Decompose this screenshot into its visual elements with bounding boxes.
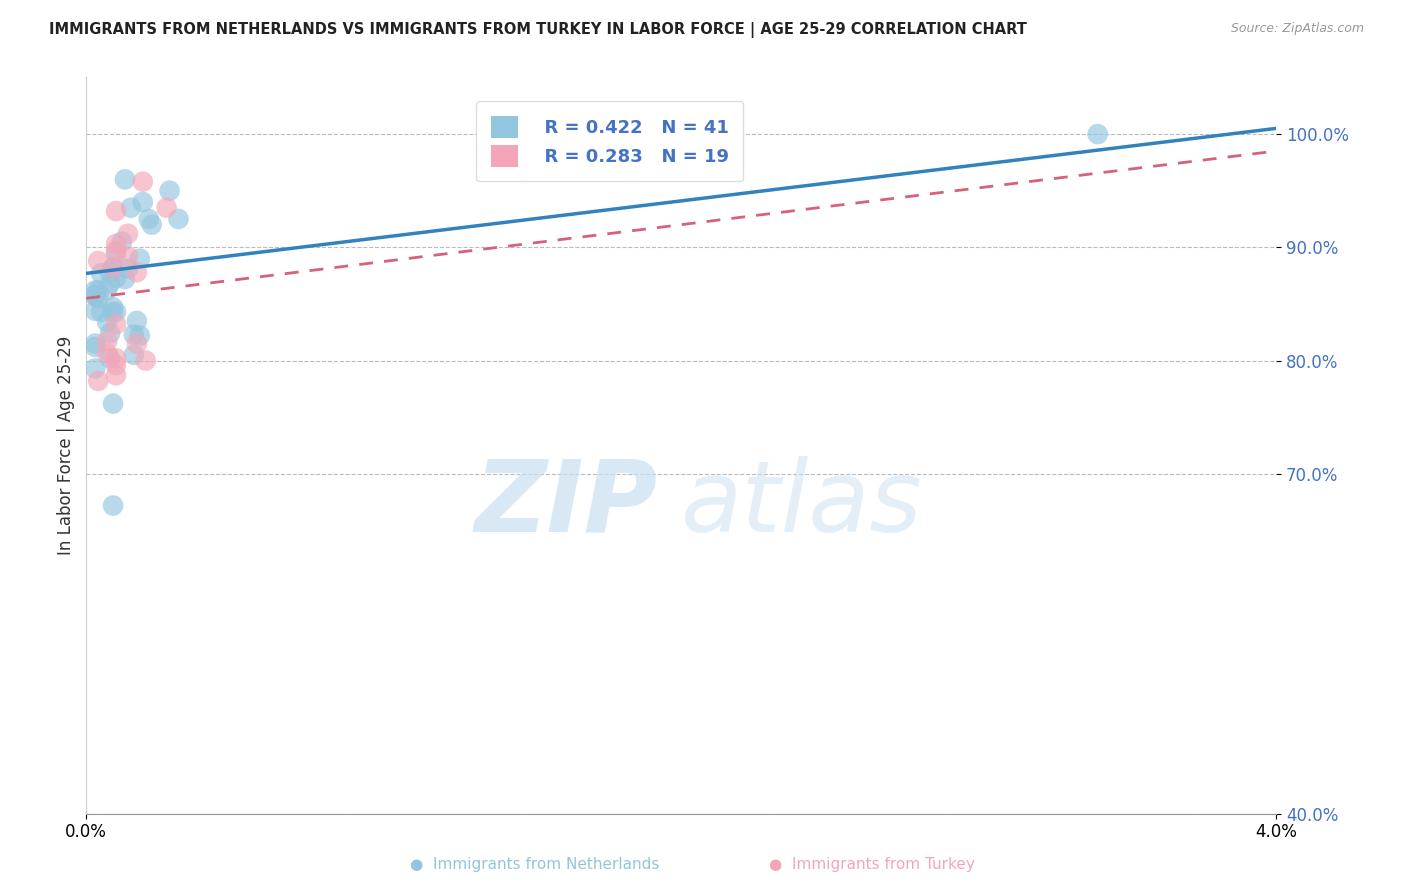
Point bbox=[105, 244, 128, 258]
Text: ●  Immigrants from Netherlands: ● Immigrants from Netherlands bbox=[409, 857, 659, 872]
Point bbox=[159, 184, 181, 198]
Point bbox=[98, 351, 121, 366]
Point bbox=[90, 266, 112, 280]
Point bbox=[105, 236, 128, 251]
Point bbox=[132, 194, 155, 209]
Point bbox=[1087, 127, 1109, 141]
Point bbox=[117, 249, 139, 263]
Point bbox=[132, 175, 155, 189]
Point bbox=[128, 252, 150, 266]
Point bbox=[96, 347, 118, 361]
Point bbox=[105, 318, 128, 332]
Text: ZIP: ZIP bbox=[474, 456, 658, 553]
Point bbox=[101, 305, 124, 319]
Point bbox=[105, 358, 128, 372]
Text: Source: ZipAtlas.com: Source: ZipAtlas.com bbox=[1230, 22, 1364, 36]
Point bbox=[125, 265, 148, 279]
Text: IMMIGRANTS FROM NETHERLANDS VS IMMIGRANTS FROM TURKEY IN LABOR FORCE | AGE 25-29: IMMIGRANTS FROM NETHERLANDS VS IMMIGRANT… bbox=[49, 22, 1028, 38]
Point bbox=[122, 327, 145, 342]
Point bbox=[84, 284, 107, 298]
Point bbox=[122, 348, 145, 362]
Point bbox=[105, 246, 128, 260]
Point bbox=[105, 204, 128, 219]
Point bbox=[120, 201, 142, 215]
Point bbox=[101, 301, 124, 315]
Point bbox=[135, 353, 157, 368]
Point bbox=[125, 314, 148, 328]
Point bbox=[128, 328, 150, 343]
Point bbox=[87, 284, 110, 298]
Point bbox=[84, 336, 107, 351]
Point bbox=[98, 277, 121, 291]
Point bbox=[138, 212, 160, 227]
Point bbox=[155, 201, 177, 215]
Point bbox=[101, 260, 124, 275]
Point bbox=[105, 305, 128, 319]
Point bbox=[84, 288, 107, 302]
Point bbox=[84, 289, 107, 303]
Point bbox=[87, 291, 110, 305]
Y-axis label: In Labor Force | Age 25-29: In Labor Force | Age 25-29 bbox=[58, 336, 75, 555]
Point bbox=[87, 374, 110, 388]
Point bbox=[101, 499, 124, 513]
Point bbox=[105, 271, 128, 285]
Point bbox=[90, 305, 112, 319]
Text: atlas: atlas bbox=[681, 456, 922, 553]
Point bbox=[114, 272, 136, 286]
Point bbox=[84, 303, 107, 318]
Point bbox=[98, 265, 121, 279]
Point bbox=[84, 340, 107, 354]
Point bbox=[87, 254, 110, 268]
Point bbox=[98, 326, 121, 341]
Point bbox=[105, 368, 128, 383]
Point bbox=[117, 227, 139, 241]
Point bbox=[96, 315, 118, 329]
Point bbox=[117, 261, 139, 276]
Point bbox=[114, 172, 136, 186]
Point bbox=[101, 260, 124, 275]
Text: ●  Immigrants from Turkey: ● Immigrants from Turkey bbox=[769, 857, 974, 872]
Point bbox=[105, 351, 128, 366]
Legend:   R = 0.422   N = 41,   R = 0.283   N = 19: R = 0.422 N = 41, R = 0.283 N = 19 bbox=[477, 101, 744, 181]
Point bbox=[96, 334, 118, 349]
Point bbox=[84, 361, 107, 376]
Point bbox=[125, 336, 148, 351]
Point bbox=[96, 284, 118, 298]
Point bbox=[111, 235, 134, 249]
Point bbox=[141, 218, 163, 232]
Point bbox=[167, 212, 190, 227]
Point bbox=[101, 396, 124, 410]
